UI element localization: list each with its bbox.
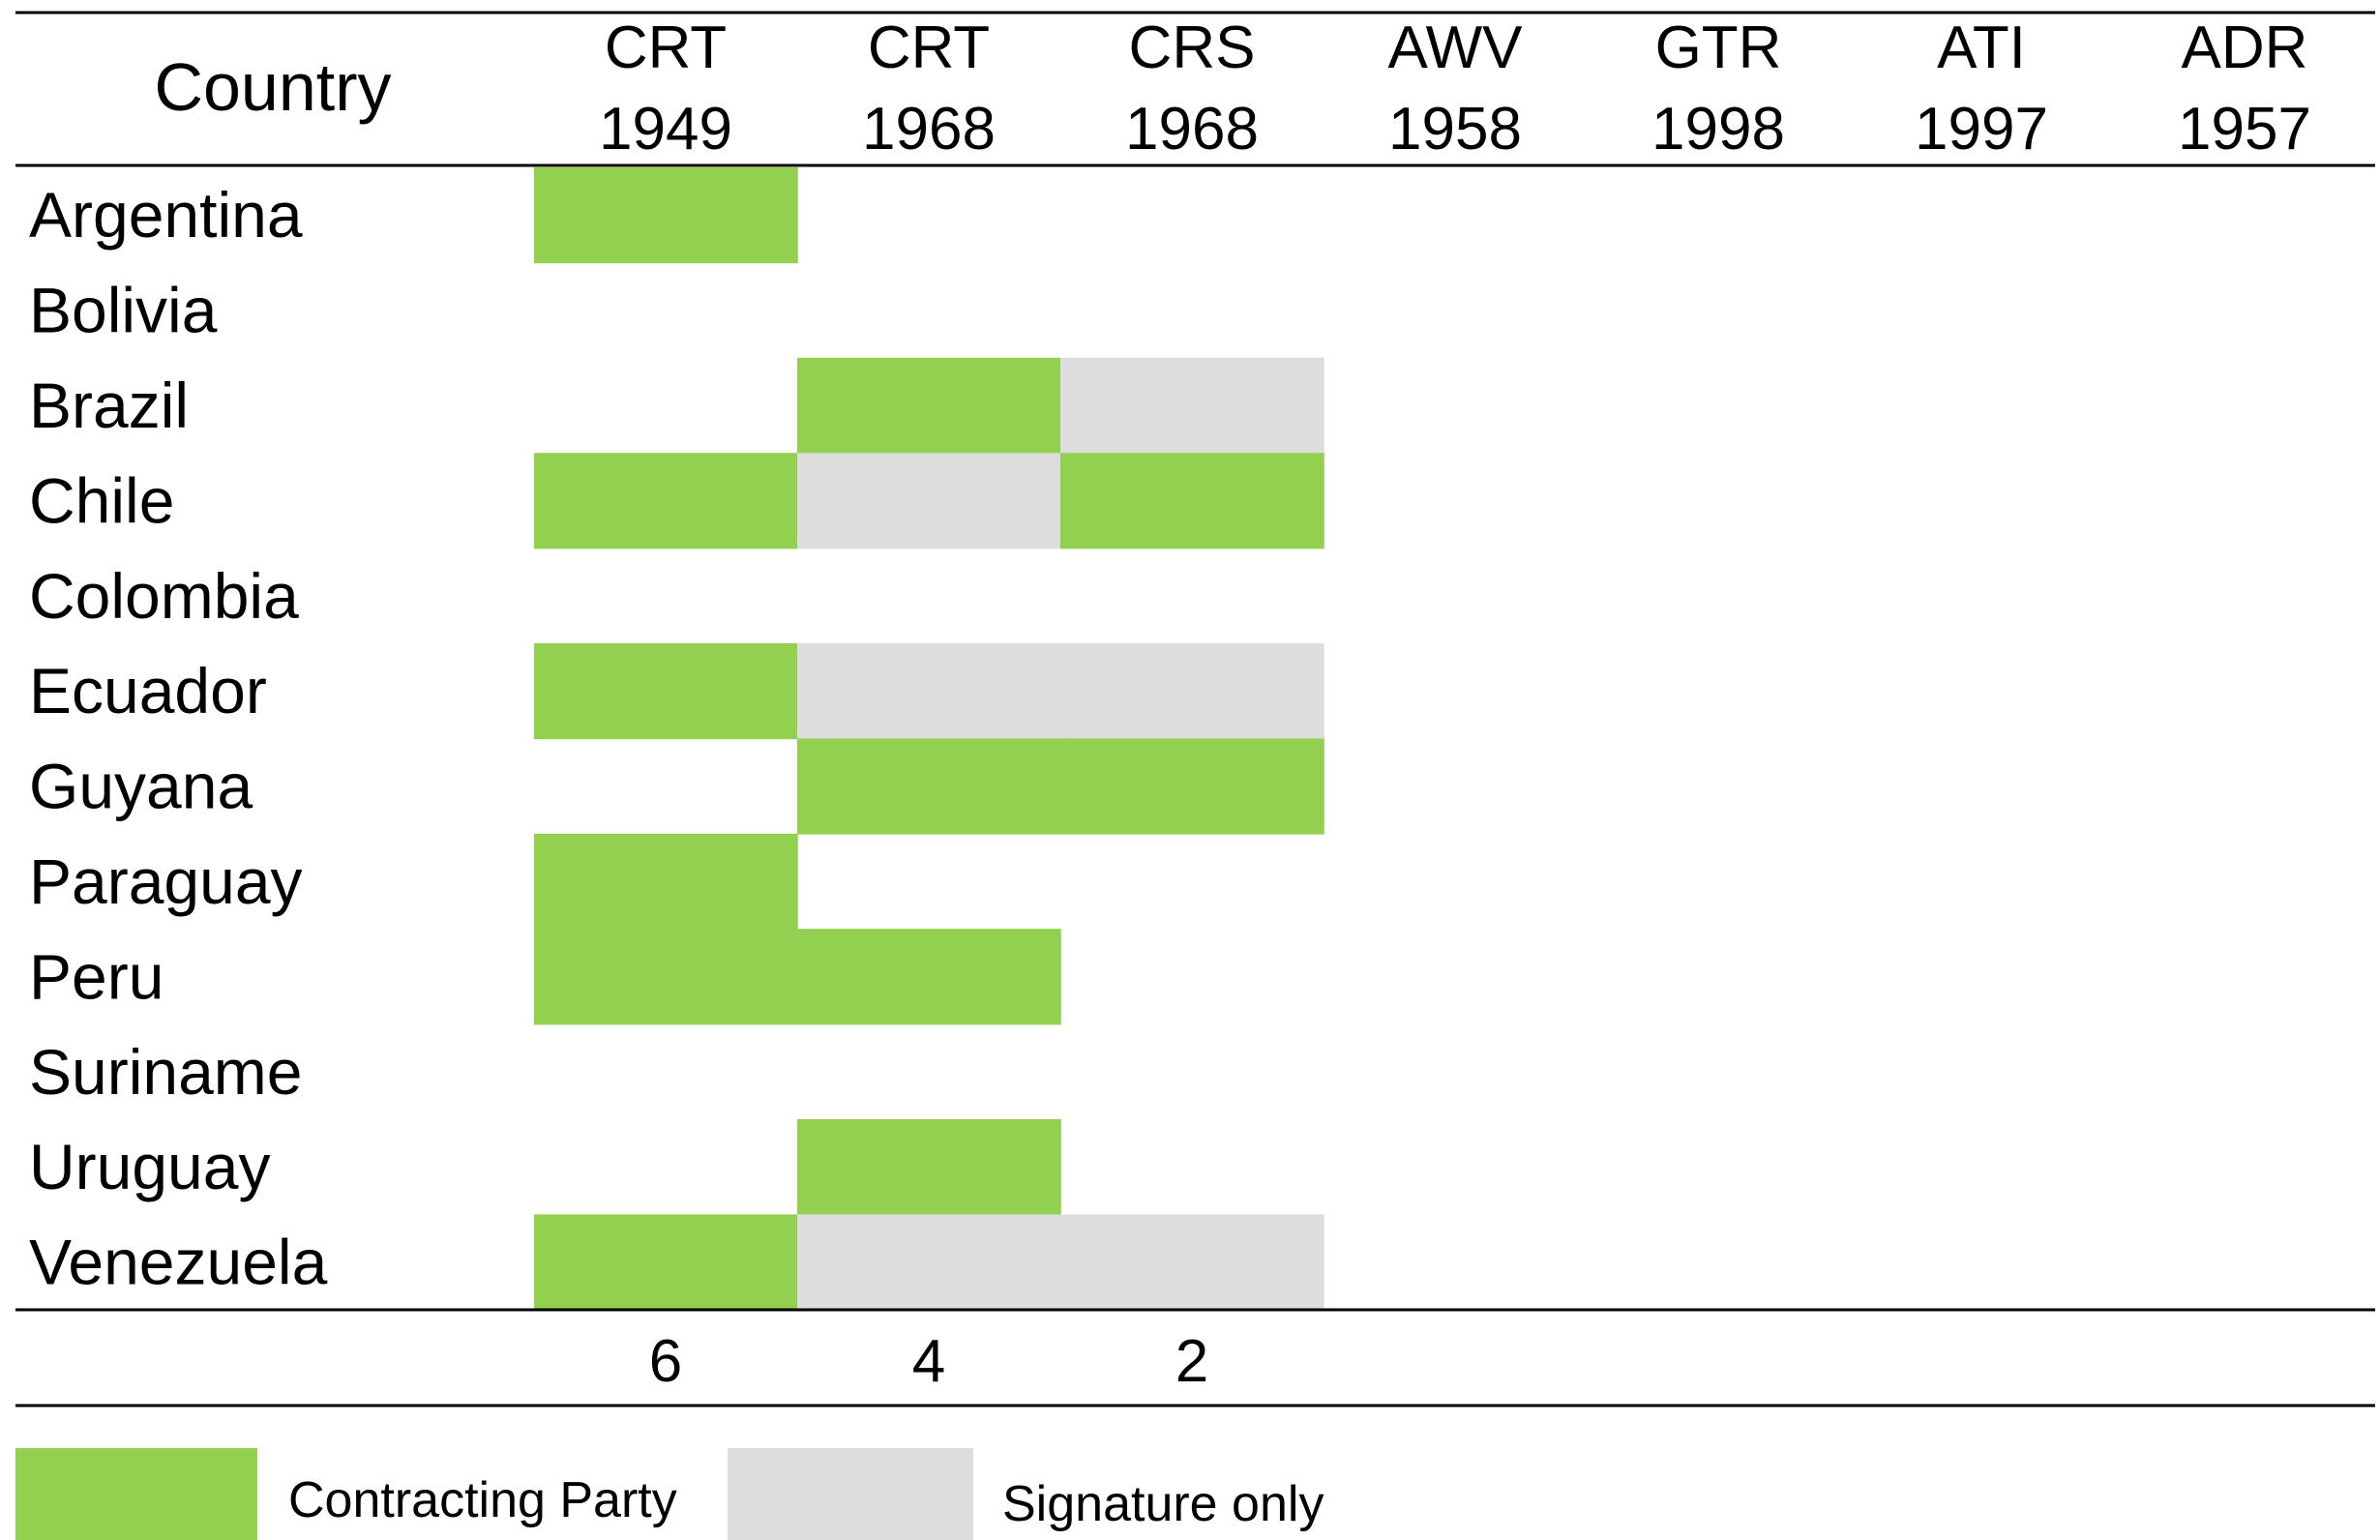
column-header-year: 1968	[1125, 96, 1259, 163]
status-cell-contracting	[534, 453, 798, 549]
column-header-code: AWV	[1388, 15, 1524, 81]
status-cell-signature	[1060, 1214, 1324, 1311]
country-label: Suriname	[29, 1036, 302, 1108]
country-label: Colombia	[29, 560, 299, 632]
country-label: Ecuador	[29, 655, 267, 726]
status-cell-signature	[797, 1214, 1061, 1311]
row-header-label: Country	[154, 49, 391, 125]
row-labels: Argentina Bolivia Brazil Chile Colombia Ecuad…	[29, 179, 328, 1297]
column-header-year: 1997	[1915, 96, 2048, 163]
country-label: Venezuela	[29, 1227, 328, 1298]
column-header-code: CRS	[1129, 15, 1256, 81]
status-cell-contracting	[1060, 738, 1324, 835]
status-cell-contracting	[534, 1214, 798, 1311]
country-label: Uruguay	[29, 1131, 270, 1202]
country-label: Paraguay	[29, 845, 303, 917]
status-cell-contracting	[797, 929, 1061, 1025]
column-header-code: ATI	[1937, 15, 2026, 81]
country-label: Peru	[29, 940, 164, 1012]
column-header-year: 1958	[1388, 96, 1522, 163]
status-cell-contracting	[797, 738, 1061, 835]
country-label: Bolivia	[29, 275, 218, 346]
column-headers: CRT 1949 CRT 1968 CRS 1968 AWV 1958 GTR 1998 ATI 19…	[599, 15, 2311, 163]
column-header-year: 1957	[2178, 96, 2311, 163]
status-cell-contracting	[534, 929, 798, 1025]
cells-layer	[534, 167, 1324, 1311]
column-header-year: 1998	[1651, 96, 1785, 163]
legend-swatch-contracting	[15, 1448, 257, 1540]
status-cell-signature	[797, 643, 1061, 740]
country-label: Guyana	[29, 751, 253, 822]
column-total: 2	[1175, 1328, 1208, 1395]
country-label: Chile	[29, 464, 174, 536]
country-label: Argentina	[29, 179, 303, 251]
legend-swatch-signature	[728, 1448, 973, 1540]
status-cell-contracting	[1060, 453, 1324, 549]
country-label: Brazil	[29, 370, 189, 441]
column-header-code: ADR	[2182, 15, 2308, 81]
status-cell-contracting	[797, 357, 1061, 454]
status-cell-signature	[1060, 357, 1324, 454]
legend-label-contracting: Contracting Party	[288, 1472, 677, 1528]
legend-label-signature: Signature only	[1002, 1476, 1324, 1532]
table-rules	[15, 11, 2375, 1407]
status-cell-contracting	[797, 1119, 1061, 1216]
totals-row: 6 4 2	[649, 1328, 1208, 1395]
column-header-code: CRT	[868, 15, 990, 81]
column-header-year: 1968	[862, 96, 996, 163]
status-cell-signature	[797, 453, 1061, 549]
column-total: 4	[912, 1328, 945, 1395]
legend: Contracting Party Signature only	[15, 1448, 1324, 1540]
status-cell-signature	[1060, 643, 1324, 740]
column-total: 6	[649, 1328, 682, 1395]
column-header-year: 1949	[599, 96, 732, 163]
status-cell-contracting	[534, 643, 798, 740]
status-cell-contracting	[534, 167, 798, 264]
status-cell-contracting	[534, 833, 798, 930]
column-header-code: CRT	[605, 15, 727, 81]
column-header-code: GTR	[1655, 15, 1782, 81]
